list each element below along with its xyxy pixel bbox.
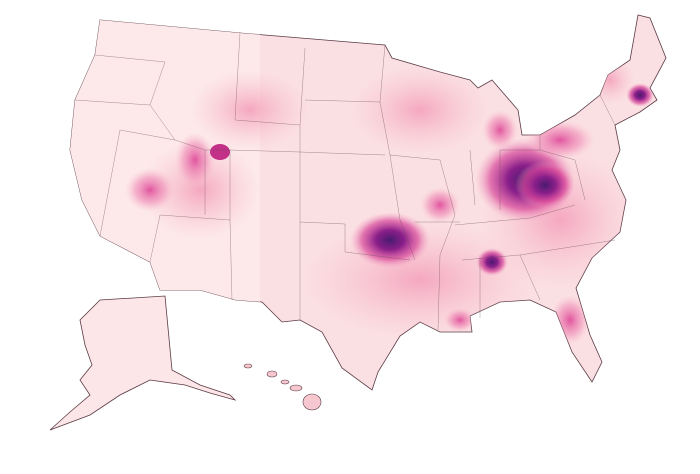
alaska bbox=[49, 295, 237, 431]
state-borders bbox=[74, 32, 616, 331]
hawaii bbox=[243, 363, 322, 411]
